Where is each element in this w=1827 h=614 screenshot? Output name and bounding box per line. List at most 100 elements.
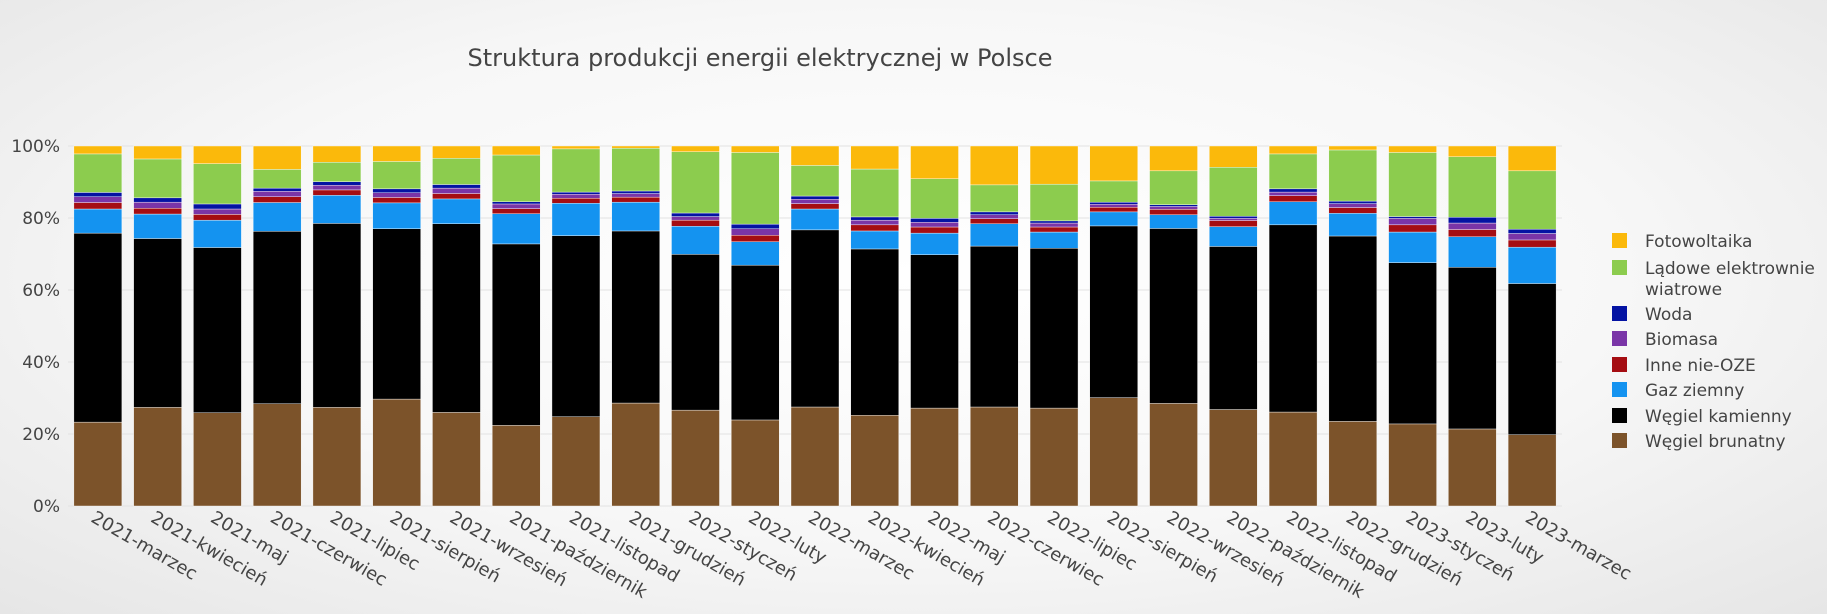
bar-segment [671, 254, 720, 411]
bar-segment [1089, 201, 1139, 205]
bar-segment [492, 243, 541, 426]
bar-segment [1507, 239, 1557, 248]
bar-segment [432, 184, 481, 189]
bar-segment [1448, 229, 1497, 237]
bar-segment [611, 190, 660, 194]
y-axis-ticks: 0% 20% 40% 60% 80% 100% [11, 137, 60, 517]
bar-segment [671, 219, 720, 227]
legend-swatch [1612, 408, 1627, 423]
bar-segment [1388, 262, 1437, 425]
bar-segment [1149, 228, 1198, 404]
bar-segment [671, 151, 720, 214]
bar-segment [1388, 231, 1437, 263]
bar-segment [193, 163, 242, 205]
bar-segment [1328, 213, 1378, 237]
bar-segment [551, 148, 601, 193]
bar-segment [850, 230, 899, 250]
bar-segment [1388, 216, 1437, 219]
bar-segment [1388, 145, 1437, 153]
chart-title: Struktura produkcji energii elektrycznej… [468, 44, 1053, 72]
bar-segment [1089, 225, 1139, 398]
legend-label: Węgiel brunatny [1645, 432, 1786, 452]
bar-segment [551, 416, 601, 507]
bar-segment [1268, 411, 1318, 507]
bar-segment [1209, 246, 1258, 410]
bar-segment [133, 208, 182, 215]
bar-segment [252, 145, 302, 170]
bar-segment [731, 264, 780, 421]
bar-segment [193, 219, 242, 248]
bar-segment [551, 197, 601, 204]
bar-segment [850, 216, 899, 221]
bar-segment [73, 196, 123, 203]
bar-segment [312, 407, 362, 507]
bar-segment [790, 406, 840, 507]
bar-segment [551, 145, 601, 150]
bar-segment [193, 145, 242, 164]
x-axis-ticks: 2021-marzec2021-kwiecień2021-maj2021-cze… [87, 507, 1635, 603]
bar-segment [1507, 170, 1557, 230]
bar-segment [551, 194, 601, 199]
y-tick-label: 0% [33, 497, 60, 517]
legend-label: Węgiel kamienny [1645, 407, 1792, 427]
legend-label: Gaz ziemny [1645, 381, 1744, 401]
bar-segment [1507, 246, 1557, 284]
bar-segment [1089, 211, 1139, 227]
bar-segment [492, 425, 541, 507]
bar-segment [731, 241, 780, 266]
bar-segment [611, 147, 660, 192]
bar-segment [133, 145, 182, 160]
bar-segment [850, 145, 899, 170]
legend-label: Biomasa [1645, 330, 1718, 350]
bar-segment [1448, 428, 1497, 507]
bar-segment [1029, 231, 1079, 249]
bar-segment [312, 161, 362, 182]
bar-segment [790, 145, 840, 166]
bar-segment [1448, 222, 1497, 230]
legend-label: Woda [1645, 305, 1692, 325]
bar-segment [850, 248, 899, 416]
bar-segment [1209, 226, 1258, 247]
bar-segment [372, 202, 421, 230]
bar-segment [671, 225, 720, 255]
bar-segment [193, 214, 242, 221]
bar-segment [731, 152, 780, 225]
bar-segment [312, 223, 362, 408]
bar-segment [1388, 152, 1437, 217]
bar-segment [1328, 200, 1378, 204]
bar-segment [1029, 407, 1079, 507]
bar-segment [1328, 421, 1378, 507]
bar-segment [1209, 409, 1258, 507]
bar-segment [193, 412, 242, 507]
bar-segment [1448, 145, 1497, 158]
bar-segment [1149, 145, 1198, 172]
y-tick-label: 100% [11, 137, 60, 157]
bar-segment [1149, 214, 1198, 229]
bar-segment [252, 196, 302, 203]
bar-segment [73, 208, 123, 234]
bar-segment [1089, 204, 1139, 208]
bar-segment [850, 415, 899, 507]
bar-segment [790, 195, 840, 200]
bar-segment [1209, 220, 1258, 227]
bars [73, 145, 1557, 507]
bar-segment [671, 212, 720, 217]
bar-segment [1149, 206, 1198, 210]
bar-segment [252, 169, 302, 189]
bar-segment [372, 398, 421, 507]
bar-segment [611, 193, 660, 198]
bar-segment [1089, 206, 1139, 213]
bar-segment [1029, 248, 1079, 409]
bar-segment [73, 232, 123, 423]
bar-segment [1209, 218, 1258, 221]
legend-label: wiatrowe [1645, 280, 1722, 300]
bar-segment [731, 419, 780, 507]
bar-segment [1328, 149, 1378, 202]
bar-segment [671, 216, 720, 221]
bar-segment [1388, 423, 1437, 507]
bar-segment [790, 199, 840, 204]
bar-segment [1029, 145, 1079, 185]
legend-swatch [1612, 382, 1627, 397]
bar-segment [133, 158, 182, 199]
